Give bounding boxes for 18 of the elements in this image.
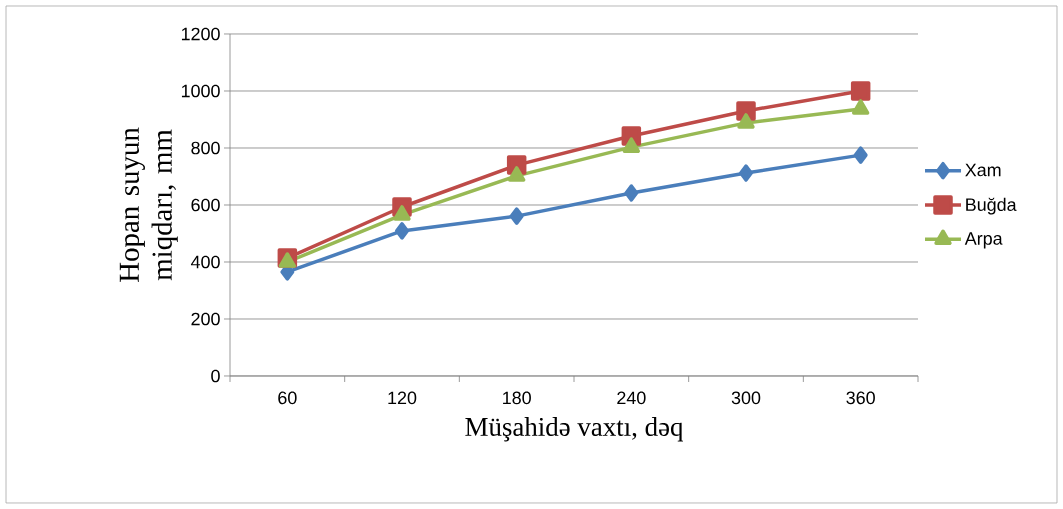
y-tick-label: 600 [191,198,220,212]
y-tick-label: 1000 [181,84,220,98]
x-tick-label: 180 [503,391,531,405]
y-tick-label: 1200 [181,27,220,41]
y-tick-label: 400 [190,255,220,269]
x-tick-label: 120 [388,391,417,405]
legend-label: Xam [965,163,1001,177]
legend-label: Arpa [964,232,1003,249]
x-tick-label: 60 [278,391,297,405]
x-tick-label: 300 [731,391,761,405]
y-axis-title: Hopan suyun miqdarı, mm [119,127,178,282]
x-tick-label: 360 [846,391,875,405]
y-tick-label: 0 [211,369,220,383]
legend-label: Buğda [966,197,1017,215]
y-tick-label: 200 [191,312,220,326]
y-tick-label: 800 [191,141,220,155]
x-tick-label: 240 [617,391,646,405]
x-axis-title: Müşahidə vaxtı, dəq [465,417,683,442]
